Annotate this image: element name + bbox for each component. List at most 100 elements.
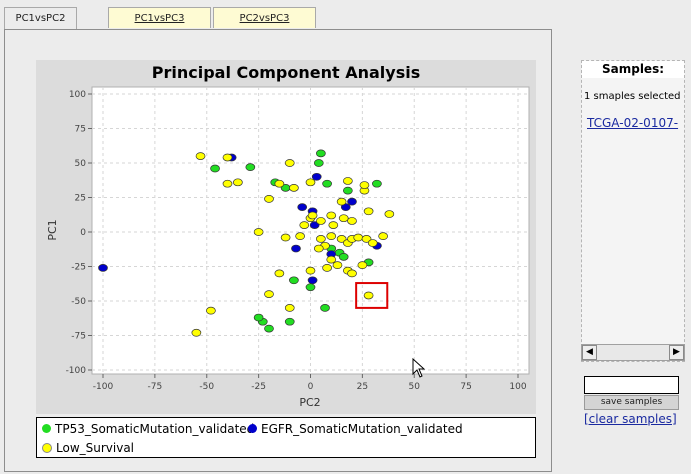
scatter-plot[interactable]: Principal Component Analysis -100 -75 -50-… [36, 60, 536, 414]
data-point [313, 244, 324, 253]
data-point [284, 304, 295, 312]
y-tick-label: 25 [75, 194, 86, 204]
data-point [222, 153, 233, 162]
data-point [305, 283, 316, 292]
x-tick-label: 75 [460, 382, 471, 392]
data-point [316, 217, 326, 225]
y-tick-label: 100 [69, 90, 86, 100]
data-point [384, 210, 395, 218]
data-point [195, 152, 206, 160]
data-point [340, 203, 351, 212]
data-point [253, 228, 264, 236]
data-point [289, 183, 299, 192]
data-point [347, 217, 357, 225]
data-point [245, 163, 256, 171]
data-point [363, 207, 374, 216]
data-point [305, 178, 316, 187]
data-point [347, 269, 357, 278]
legend-label: Low_Survival [56, 441, 135, 455]
legend-dot [42, 442, 52, 453]
y-tick-label: 75 [75, 125, 86, 135]
y-tick-label: 50 [75, 159, 87, 169]
data-point [311, 172, 322, 181]
samples-title: Samples: [582, 61, 684, 78]
data-point [291, 244, 301, 253]
data-point [297, 203, 308, 212]
data-point [322, 264, 332, 272]
tab-label: PC1vsPC2 [15, 13, 66, 24]
data-point [326, 232, 337, 240]
data-point [361, 235, 372, 243]
y-axis-label: PC1 [46, 219, 59, 240]
save-samples-button[interactable]: save samples [584, 395, 679, 410]
y-tick-label: -75 [71, 332, 86, 342]
data-point [299, 221, 310, 229]
pca-chart[interactable]: Principal Component Analysis -100 -75 -50-… [36, 60, 536, 414]
legend-label: TP53_SomaticMutation_validated [55, 422, 255, 436]
x-tick-label: 50 [409, 382, 421, 392]
tab-label: PC1vsPC3 [134, 13, 185, 24]
data-point [313, 159, 324, 167]
data-point [367, 239, 378, 247]
tab-pc1vspc2[interactable]: PC1vsPC2 [4, 7, 77, 30]
data-point [307, 276, 318, 285]
data-point [320, 304, 330, 312]
x-tick-label: 100 [509, 382, 526, 392]
data-point [357, 261, 368, 269]
data-point [274, 179, 285, 188]
data-points [98, 149, 395, 337]
data-point [274, 269, 285, 278]
data-point [336, 197, 347, 206]
data-point [233, 178, 243, 187]
data-point [338, 252, 349, 261]
scroll-left-icon[interactable]: ◀ [582, 345, 597, 360]
legend-item-tp53: TP53_SomaticMutation_validated [42, 421, 254, 437]
data-point [289, 276, 299, 285]
data-point [264, 195, 274, 203]
samples-scrollbar[interactable]: ◀ ▶ [581, 344, 685, 361]
plot-area[interactable] [91, 86, 530, 375]
data-point [253, 313, 264, 322]
y-tick-label: -100 [66, 366, 87, 376]
data-point [295, 232, 305, 240]
chart-legend: TP53_SomaticMutation_validated EGFR_Soma… [36, 417, 536, 458]
data-point [378, 232, 388, 240]
scroll-right-icon[interactable]: ▶ [669, 345, 684, 360]
data-point [338, 214, 349, 223]
data-point [326, 211, 337, 220]
data-point [264, 324, 274, 333]
gridlines [92, 87, 529, 374]
data-point [305, 266, 316, 275]
clear-samples-link[interactable]: [clear samples] [584, 412, 677, 426]
data-point [222, 179, 233, 188]
tab-pc1vspc3[interactable]: PC1vsPC3 [108, 7, 211, 28]
data-point [309, 221, 320, 229]
sample-name-input[interactable] [584, 376, 679, 394]
data-point [98, 264, 108, 272]
legend-dot [42, 424, 51, 433]
data-point [372, 179, 382, 188]
samples-list[interactable]: Samples: 1 smaples selected TCGA-02-0107… [581, 60, 685, 362]
data-point [359, 181, 370, 189]
legend-item-egfr: EGFR_SomaticMutation_validated [248, 421, 463, 437]
tab-pc2vspc3[interactable]: PC2vsPC3 [213, 7, 316, 28]
data-point [363, 291, 374, 300]
data-point [326, 255, 337, 264]
data-point [343, 177, 353, 185]
data-point [332, 261, 343, 269]
data-point [191, 328, 202, 337]
chart-title: Principal Component Analysis [152, 63, 420, 82]
axes: -100 -75 -50 -25 0 25 50 75 100 -100 -75 -50 -25 0 25 5… [66, 90, 527, 392]
legend-item-low-survival: Low_Survival [42, 440, 134, 456]
data-point [322, 179, 332, 188]
data-point [307, 211, 318, 220]
x-tick-label: 25 [357, 382, 368, 392]
x-tick-label: -100 [93, 382, 114, 392]
data-point [316, 149, 326, 158]
data-point [284, 159, 295, 167]
data-point [353, 233, 364, 242]
sample-link[interactable]: TCGA-02-0107- [587, 116, 679, 130]
data-point [284, 317, 295, 326]
x-axis-label: PC2 [299, 396, 320, 409]
data-point [280, 233, 291, 242]
